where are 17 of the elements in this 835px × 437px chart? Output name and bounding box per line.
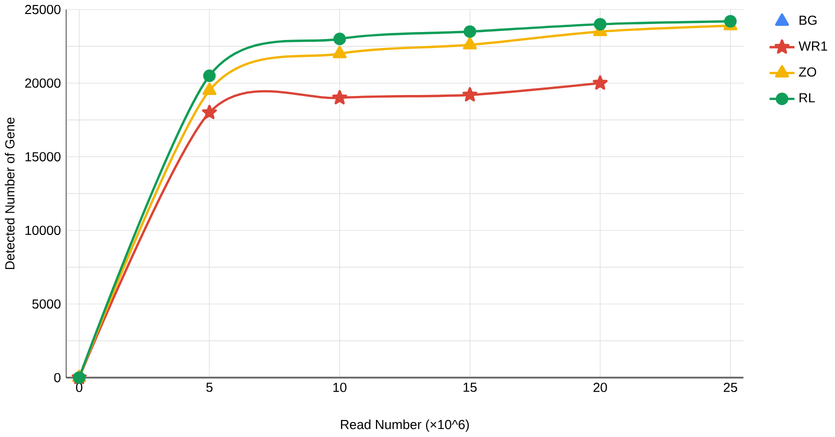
legend-label: ZO bbox=[798, 68, 816, 77]
x-tick-label: 15 bbox=[464, 382, 477, 392]
x-tick-label: 10 bbox=[333, 382, 346, 392]
y-tick-label: 10000 bbox=[26, 226, 60, 236]
x-tick-label: 5 bbox=[206, 382, 213, 392]
y-tick-label: 20000 bbox=[25, 78, 60, 88]
y-axis-title: Detected Number of Gene bbox=[4, 118, 15, 270]
y-tick-label: 0 bbox=[54, 373, 60, 382]
legend-label: RL bbox=[800, 93, 815, 102]
x-tick-label: 25 bbox=[724, 382, 738, 392]
legend-label: WR1 bbox=[798, 42, 828, 51]
y-tick-label: 15000 bbox=[26, 152, 60, 162]
legend-label: BG bbox=[800, 16, 817, 26]
y-tick-label: 25000 bbox=[25, 5, 60, 14]
x-tick-label: 20 bbox=[594, 382, 607, 392]
x-axis-title: Read Number (×10^6) bbox=[340, 420, 469, 432]
y-tick-label: 5000 bbox=[32, 300, 60, 309]
